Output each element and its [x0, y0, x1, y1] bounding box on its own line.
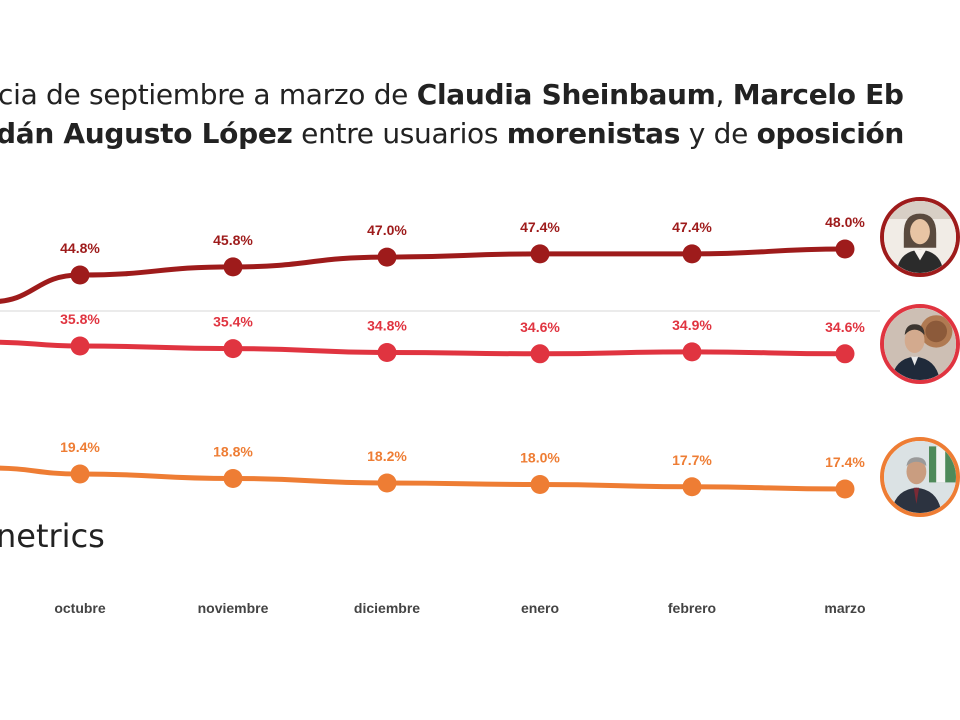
- data-point: [682, 342, 702, 362]
- title-run: y de: [680, 117, 757, 150]
- data-label: 34.6%: [825, 319, 865, 335]
- title-run: entre usuarios: [292, 117, 507, 150]
- data-label: 18.8%: [213, 444, 253, 460]
- data-label: 19.4%: [60, 439, 100, 455]
- data-label: 47.0%: [367, 222, 407, 238]
- person-photo-icon: [884, 441, 956, 513]
- data-point: [70, 265, 90, 285]
- person-photo-icon: [884, 201, 956, 273]
- data-point: [530, 244, 550, 264]
- data-label: 35.4%: [213, 314, 253, 330]
- title-run: Claudia Sheinbaum: [416, 78, 716, 111]
- x-tick-label: diciembre: [354, 600, 420, 616]
- x-tick-label: enero: [521, 600, 559, 616]
- title-line-1: cia de septiembre a marzo de Claudia She…: [0, 78, 904, 111]
- data-label: 48.0%: [825, 214, 865, 230]
- data-label: 34.8%: [367, 318, 407, 334]
- data-point: [377, 247, 397, 267]
- data-point: [223, 469, 243, 488]
- chart-title: cia de septiembre a marzo de Claudia She…: [0, 74, 960, 164]
- data-label: 34.6%: [520, 319, 560, 335]
- x-tick-label: febrero: [668, 600, 716, 616]
- data-point: [835, 479, 855, 499]
- adan-augusto-avatar: [880, 437, 960, 517]
- data-point: [70, 464, 90, 484]
- data-point: [530, 344, 550, 364]
- title-run: oposición: [756, 117, 905, 150]
- data-point: [682, 244, 702, 264]
- x-tick-label: marzo: [824, 600, 865, 616]
- title-run: morenistas: [506, 117, 681, 150]
- data-label: 47.4%: [520, 219, 560, 235]
- data-label: 47.4%: [672, 219, 712, 235]
- data-label: 18.0%: [520, 450, 560, 466]
- data-label: 18.2%: [367, 448, 407, 464]
- ebrard-avatar: [880, 304, 960, 384]
- data-label: 45.8%: [213, 232, 253, 248]
- data-point: [70, 336, 90, 356]
- data-point: [223, 257, 243, 277]
- data-label: 35.8%: [60, 311, 100, 327]
- data-point: [377, 343, 397, 362]
- data-point: [377, 473, 397, 493]
- series-line-3: [0, 465, 848, 492]
- data-label: 17.4%: [825, 454, 865, 470]
- data-label: 17.7%: [672, 452, 712, 468]
- x-tick-label: noviembre: [198, 600, 269, 616]
- brand-wordmark: netrics: [0, 517, 105, 555]
- person-photo-icon: [884, 308, 956, 380]
- data-point: [682, 477, 702, 497]
- data-point: [530, 475, 550, 494]
- data-label: 34.9%: [672, 317, 712, 333]
- data-point: [223, 339, 243, 359]
- title-line-2: dán Augusto López entre usuarios morenis…: [0, 117, 904, 150]
- title-run: dán Augusto López: [0, 117, 293, 150]
- series-line-1: [0, 246, 848, 304]
- title-run: Marcelo Eb: [732, 78, 904, 111]
- title-run: ,: [715, 78, 733, 111]
- data-point: [835, 344, 855, 364]
- data-label: 44.8%: [60, 240, 100, 256]
- data-point: [835, 239, 855, 259]
- title-run: cia de septiembre a marzo de: [0, 78, 417, 111]
- sheinbaum-avatar: [880, 197, 960, 277]
- x-tick-label: octubre: [54, 600, 106, 616]
- series-line-2: [0, 339, 848, 357]
